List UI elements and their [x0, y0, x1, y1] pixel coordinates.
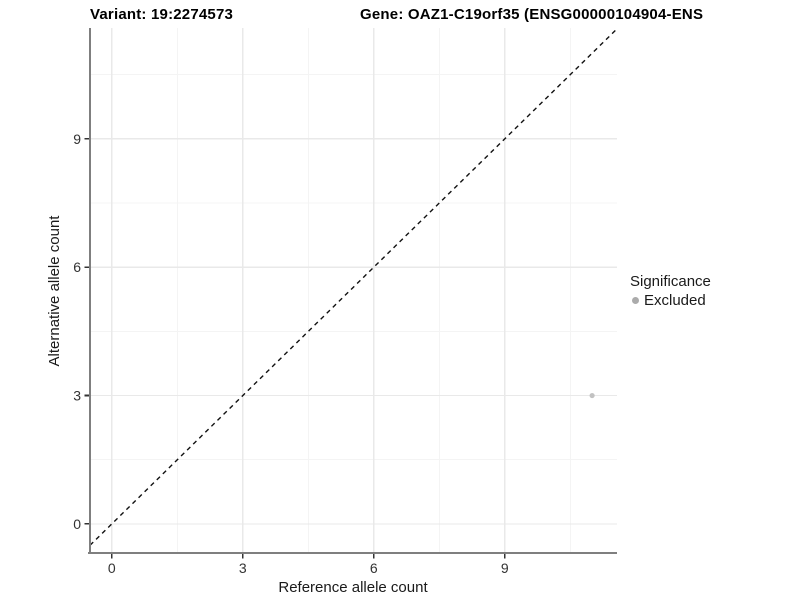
- legend: Significance Excluded: [630, 272, 711, 310]
- legend-item-label: Excluded: [644, 292, 706, 309]
- y-tick-label: 6: [73, 259, 81, 275]
- identity-line: [89, 28, 618, 546]
- x-axis-title: Reference allele count: [278, 579, 428, 596]
- legend-key-dot: [632, 297, 639, 304]
- variant-title: Variant: 19:2274573: [90, 6, 234, 23]
- legend-title: Significance: [630, 273, 711, 290]
- legend-item-excluded: Excluded: [630, 291, 711, 310]
- y-tick-label: 9: [73, 131, 81, 147]
- y-axis-title: Alternative allele count: [46, 215, 63, 367]
- x-tick-label: 3: [239, 560, 247, 576]
- y-tick-label: 3: [73, 388, 81, 404]
- gene-title: Gene: OAZ1-C19orf35 (ENSG00000104904-ENS: [360, 6, 704, 23]
- data-point: [589, 392, 595, 399]
- x-tick-label: 9: [501, 560, 509, 576]
- y-tick-label: 0: [73, 516, 81, 532]
- x-tick-label: 6: [370, 560, 378, 576]
- x-tick-label: 0: [108, 560, 116, 576]
